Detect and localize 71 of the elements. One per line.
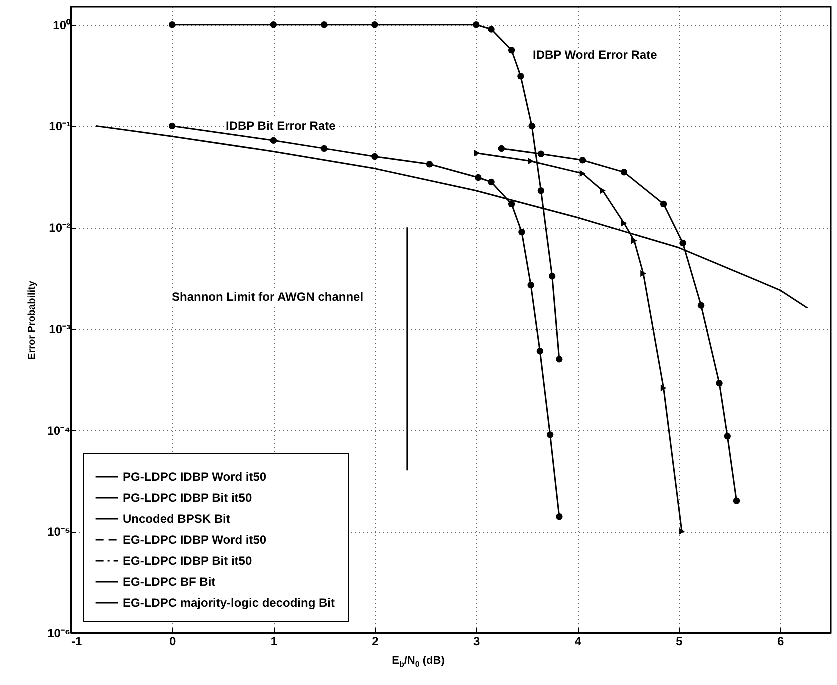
x-tick-label: 3 — [473, 634, 480, 648]
point — [620, 169, 628, 176]
x-tick-label: 0 — [169, 634, 176, 648]
point — [508, 47, 516, 54]
point — [168, 22, 176, 28]
legend-label: EG-LDPC IDBP Bit it50 — [123, 554, 252, 568]
point — [488, 26, 495, 33]
point — [168, 122, 176, 130]
legend-label: EG-LDPC BF Bit — [123, 575, 216, 589]
point — [546, 432, 554, 438]
point — [556, 356, 563, 363]
y-tick-label: 10⁻¹ — [49, 120, 71, 134]
x-tick-label: 1 — [270, 634, 278, 648]
x-tick-label: 5 — [676, 634, 684, 648]
point — [320, 145, 328, 152]
point — [548, 273, 556, 280]
point — [270, 137, 278, 144]
point — [518, 73, 524, 80]
y-tick-label: 10⁻⁶ — [48, 626, 70, 640]
point — [600, 188, 606, 194]
point — [372, 22, 378, 28]
x-tick-label: 2 — [372, 634, 380, 648]
point — [679, 528, 685, 535]
point — [632, 237, 638, 244]
point — [508, 200, 516, 208]
point — [536, 348, 544, 355]
point — [724, 433, 731, 440]
x-axis-title: E$_{b}$/N$_{0}$ (dB) — [391, 655, 446, 670]
point — [621, 220, 628, 227]
x-tick-label: 6 — [777, 634, 784, 648]
point — [538, 150, 545, 158]
point — [498, 145, 506, 152]
legend-label: EG-LDPC majority-logic decoding Bit — [123, 596, 336, 610]
point — [733, 498, 740, 504]
x-tick-label: -1 — [72, 634, 82, 648]
point — [538, 188, 545, 194]
y-tick-label: 10⁰ — [53, 18, 72, 32]
legend-label: PG-LDPC IDBP Word it50 — [123, 470, 267, 484]
y-tick-label: 10⁻⁴ — [47, 424, 71, 438]
annotation: IDBP Word Error Rate — [533, 48, 658, 62]
point — [528, 122, 536, 130]
x-tick-label: 4 — [574, 634, 582, 648]
point — [528, 282, 534, 289]
point — [488, 178, 495, 186]
y-tick-label: 10⁻² — [49, 221, 71, 236]
legend-label: PG-LDPC IDBP Bit it50 — [123, 491, 252, 505]
y-tick-label: 10⁻⁵ — [48, 525, 70, 540]
point — [640, 270, 646, 278]
point — [518, 228, 526, 236]
point — [660, 200, 668, 208]
legend-label: EG-LDPC IDBP Word it50 — [123, 533, 267, 547]
point — [556, 513, 563, 520]
point — [270, 22, 278, 28]
point — [475, 174, 482, 182]
point — [660, 384, 667, 392]
legend-label: Uncoded BPSK Bit — [123, 512, 230, 526]
point — [579, 157, 586, 164]
point — [698, 302, 705, 309]
point — [474, 150, 480, 157]
y-axis-title: Error Probability — [27, 280, 38, 360]
point — [372, 153, 378, 160]
point — [528, 158, 534, 165]
point — [472, 22, 480, 28]
annotation: IDBP Bit Error Rate — [226, 119, 336, 133]
point — [426, 161, 434, 168]
annotation: Shannon Limit for AWGN channel — [172, 290, 364, 304]
point — [580, 170, 586, 178]
point — [320, 22, 328, 28]
point — [680, 240, 686, 247]
y-tick-label: 10⁻³ — [49, 322, 71, 336]
point — [716, 380, 723, 387]
